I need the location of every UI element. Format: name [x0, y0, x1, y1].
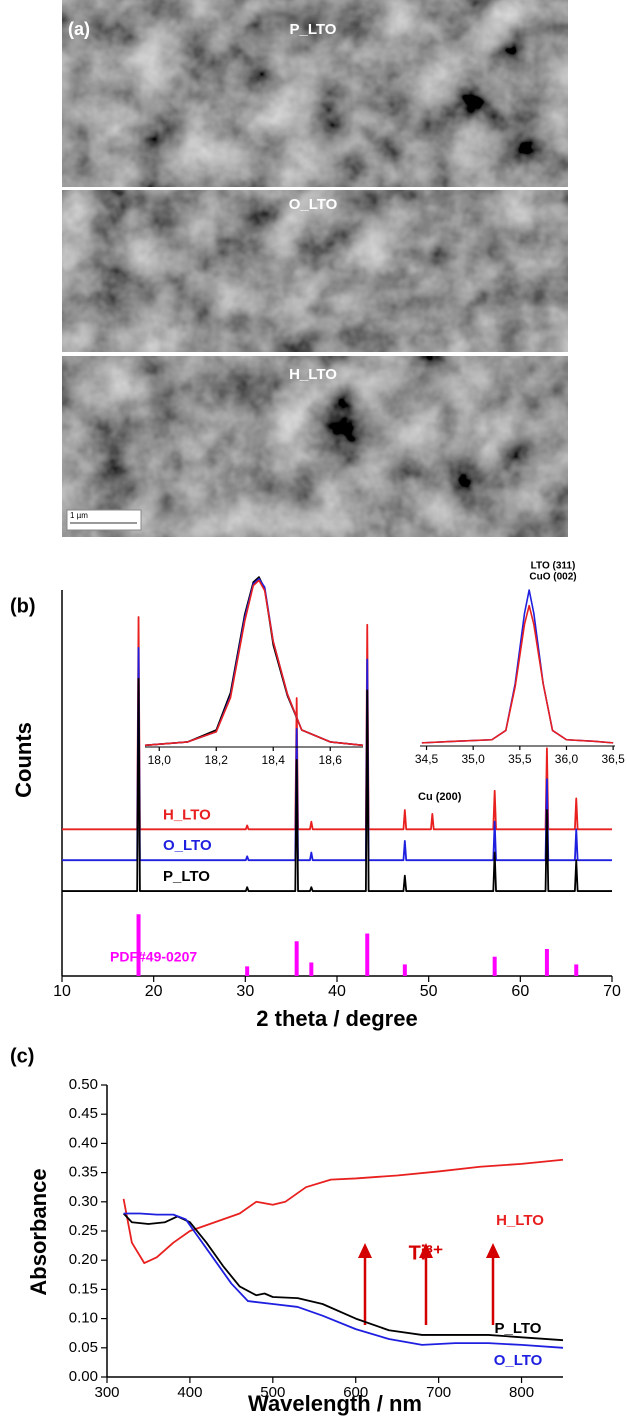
annotation: LTO (311) [531, 561, 576, 572]
x-tick-label: 10 [53, 983, 71, 1000]
y-axis-title: Counts [11, 722, 36, 798]
y-tick-label: 0.00 [69, 1368, 98, 1385]
x-tick-label: 36,5 [601, 752, 625, 766]
reference-bar [245, 966, 250, 976]
x-tick-label: 18,0 [148, 753, 172, 767]
scale-bar-box [66, 509, 142, 531]
reference-label: PDF#49-0207 [110, 949, 197, 965]
x-tick-label: 18,6 [319, 753, 343, 767]
y-tick-label: 0.15 [69, 1280, 98, 1297]
annotation: Cu (200) [418, 791, 462, 803]
x-tick-label: 70 [603, 983, 621, 1000]
scale-bar-label: 1 µm [70, 511, 88, 520]
x-tick-label: 60 [511, 983, 529, 1000]
x-axis-title: 2 theta / degree [256, 1006, 417, 1031]
x-tick-label: 600 [343, 1384, 368, 1401]
arrows [358, 1243, 500, 1325]
y-tick-label: 0.45 [69, 1105, 98, 1122]
series-line [62, 616, 612, 831]
x-tick-label: 30 [236, 983, 254, 1000]
x-tick-label: 36,0 [555, 752, 579, 766]
sem-image [62, 356, 568, 537]
series-line [62, 677, 612, 892]
y-tick-label: 0.10 [69, 1310, 98, 1327]
series-line [144, 577, 364, 747]
reference-bar [136, 914, 141, 976]
x-tick-label: 500 [260, 1384, 285, 1401]
panel-label: (b) [10, 595, 36, 617]
annotation: Ti³⁺ [409, 1242, 444, 1264]
y-tick-label: 0.40 [69, 1134, 98, 1151]
reference-bar [365, 933, 370, 976]
series-line [144, 579, 364, 747]
series-label: P_LTO [495, 1320, 542, 1337]
image-label: P_LTO [290, 21, 337, 38]
x-tick-label: 20 [145, 983, 163, 1000]
panel-label: (c) [10, 1045, 34, 1067]
series-label: O_LTO [494, 1352, 543, 1369]
series-line [122, 1212, 564, 1342]
series-line [144, 576, 364, 747]
x-tick-label: 700 [426, 1384, 451, 1401]
series-label: P_LTO [163, 868, 210, 885]
y-tick-label: 0.30 [69, 1193, 98, 1210]
y-tick-label: 0.25 [69, 1222, 98, 1239]
x-tick-label: 800 [509, 1384, 534, 1401]
x-tick-label: 300 [94, 1384, 119, 1401]
sem-image [62, 0, 568, 187]
x-tick-label: 35,5 [508, 752, 532, 766]
image-label: H_LTO [289, 366, 337, 383]
series-line [421, 604, 614, 744]
reference-bar [544, 948, 549, 976]
y-tick-label: 0.05 [69, 1339, 98, 1356]
series-label: H_LTO [163, 806, 211, 823]
y-tick-label: 0.35 [69, 1164, 98, 1181]
panel-label: (a) [68, 19, 90, 39]
x-tick-label: 50 [420, 983, 438, 1000]
sem-image [62, 190, 568, 352]
x-tick-label: 18,4 [262, 753, 286, 767]
series-line [62, 647, 612, 862]
x-tick-label: 34,5 [415, 752, 439, 766]
series-label: H_LTO [496, 1212, 544, 1229]
reference-bar [574, 964, 579, 976]
y-axis-title: Absorbance [26, 1168, 51, 1295]
y-tick-label: 0.20 [69, 1251, 98, 1268]
x-tick-label: 40 [328, 983, 346, 1000]
reference-bar [402, 964, 407, 976]
image-label: O_LTO [289, 196, 338, 213]
series-line [122, 1158, 564, 1265]
reference-bar [309, 962, 314, 976]
x-tick-label: 35,0 [462, 752, 486, 766]
x-tick-label: 400 [177, 1384, 202, 1401]
x-tick-label: 18,2 [205, 753, 229, 767]
series-label: O_LTO [163, 837, 212, 854]
x-axis-title: Wavelength / nm [248, 1391, 422, 1416]
reference-bar [294, 941, 299, 976]
series-line [123, 1212, 564, 1349]
y-tick-label: 0.50 [69, 1076, 98, 1093]
reference-bar [492, 956, 497, 976]
annotation: CuO (002) [529, 572, 576, 583]
